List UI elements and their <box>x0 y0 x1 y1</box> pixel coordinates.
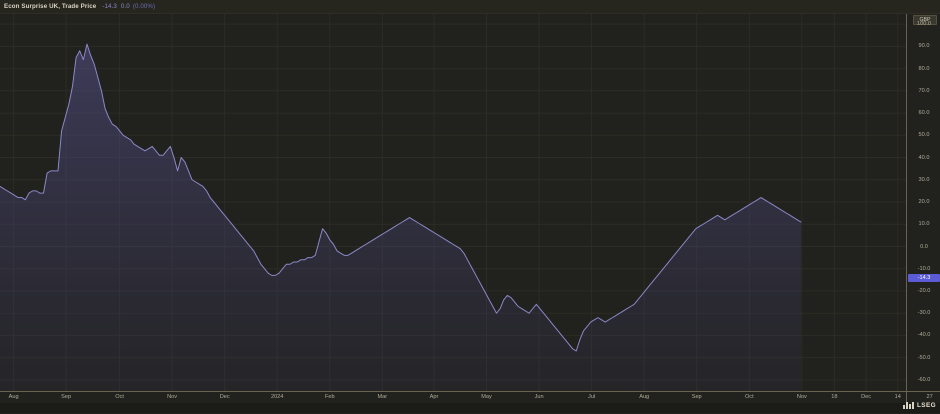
price-axis[interactable]: GBP 100.0 90.0 80.0 70.0 60.0 50.0 40.0 30.0 20.… <box>906 13 940 391</box>
time-axis-tick: May <box>481 394 492 400</box>
time-axis-tick: Sep <box>691 394 702 400</box>
time-axis-tick: Dec <box>219 394 230 400</box>
time-axis-tick: 18 <box>831 394 838 400</box>
lseg-logo: LSEG <box>903 402 936 409</box>
time-axis-tick: Jun <box>534 394 544 400</box>
price-area-fill <box>0 44 801 391</box>
price-axis-tick: 80.0 <box>918 65 930 72</box>
time-axis-tick: Mar <box>377 394 388 400</box>
time-axis-tick: Oct <box>744 394 754 400</box>
time-axis-tick: Nov <box>796 394 807 400</box>
price-line <box>0 43 802 352</box>
price-axis-tick: 50.0 <box>918 132 930 139</box>
price-axis-tick: 70.0 <box>918 87 930 94</box>
time-axis-tick: Oct <box>115 394 124 400</box>
lseg-mark-icon <box>903 402 914 409</box>
time-axis-tick: 2024 <box>270 394 284 400</box>
time-axis-tick: 14 <box>894 394 901 400</box>
price-axis-tick: 0.0 <box>920 243 928 250</box>
currency-badge: GBP <box>913 15 937 25</box>
lseg-wordmark: LSEG <box>917 402 936 409</box>
last-price: -14.3 <box>102 3 117 10</box>
price-change-percent: (0.00%) <box>132 3 156 10</box>
price-axis-tick: 60.0 <box>918 110 930 117</box>
time-axis-tick: Aug <box>639 394 650 400</box>
chart-header: Econ Surprise UK, Trade Price -14.3 0.0 … <box>0 0 940 14</box>
footer-bar <box>0 403 940 413</box>
price-axis-tick: 90.0 <box>918 43 930 50</box>
plot-area[interactable] <box>0 13 906 391</box>
price-axis-tick: 100.0 <box>917 21 931 28</box>
time-axis-tick: Feb <box>324 394 335 400</box>
price-axis-tick: 30.0 <box>918 176 930 183</box>
price-axis-tick: -20.0 <box>917 287 931 294</box>
price-axis-tick: 10.0 <box>918 221 930 228</box>
time-axis-tick: Aug <box>8 394 19 400</box>
time-axis-tick: Nov <box>167 394 178 400</box>
price-axis-tick: 40.0 <box>918 154 930 161</box>
price-axis-tick: -30.0 <box>917 310 931 317</box>
time-axis-tick: Dec <box>861 394 872 400</box>
price-axis-tick: 20.0 <box>918 199 930 205</box>
price-axis-tick: -60.0 <box>917 376 931 383</box>
price-axis-tick: -50.0 <box>917 354 931 361</box>
price-line-chart <box>0 13 906 391</box>
current-price-tag: -14.3 <box>908 274 940 283</box>
time-axis-tick: Sep <box>61 394 72 400</box>
time-axis-tick: Apr <box>429 394 439 400</box>
price-axis-tick: -40.0 <box>917 332 931 339</box>
instrument-title: Econ Surprise UK, Trade Price <box>4 3 97 10</box>
price-axis-tick: -10.0 <box>917 265 931 272</box>
time-axis-tick: Jul <box>588 394 596 400</box>
time-axis-tick: 27 <box>926 394 933 400</box>
price-change: 0.0 <box>120 3 130 10</box>
